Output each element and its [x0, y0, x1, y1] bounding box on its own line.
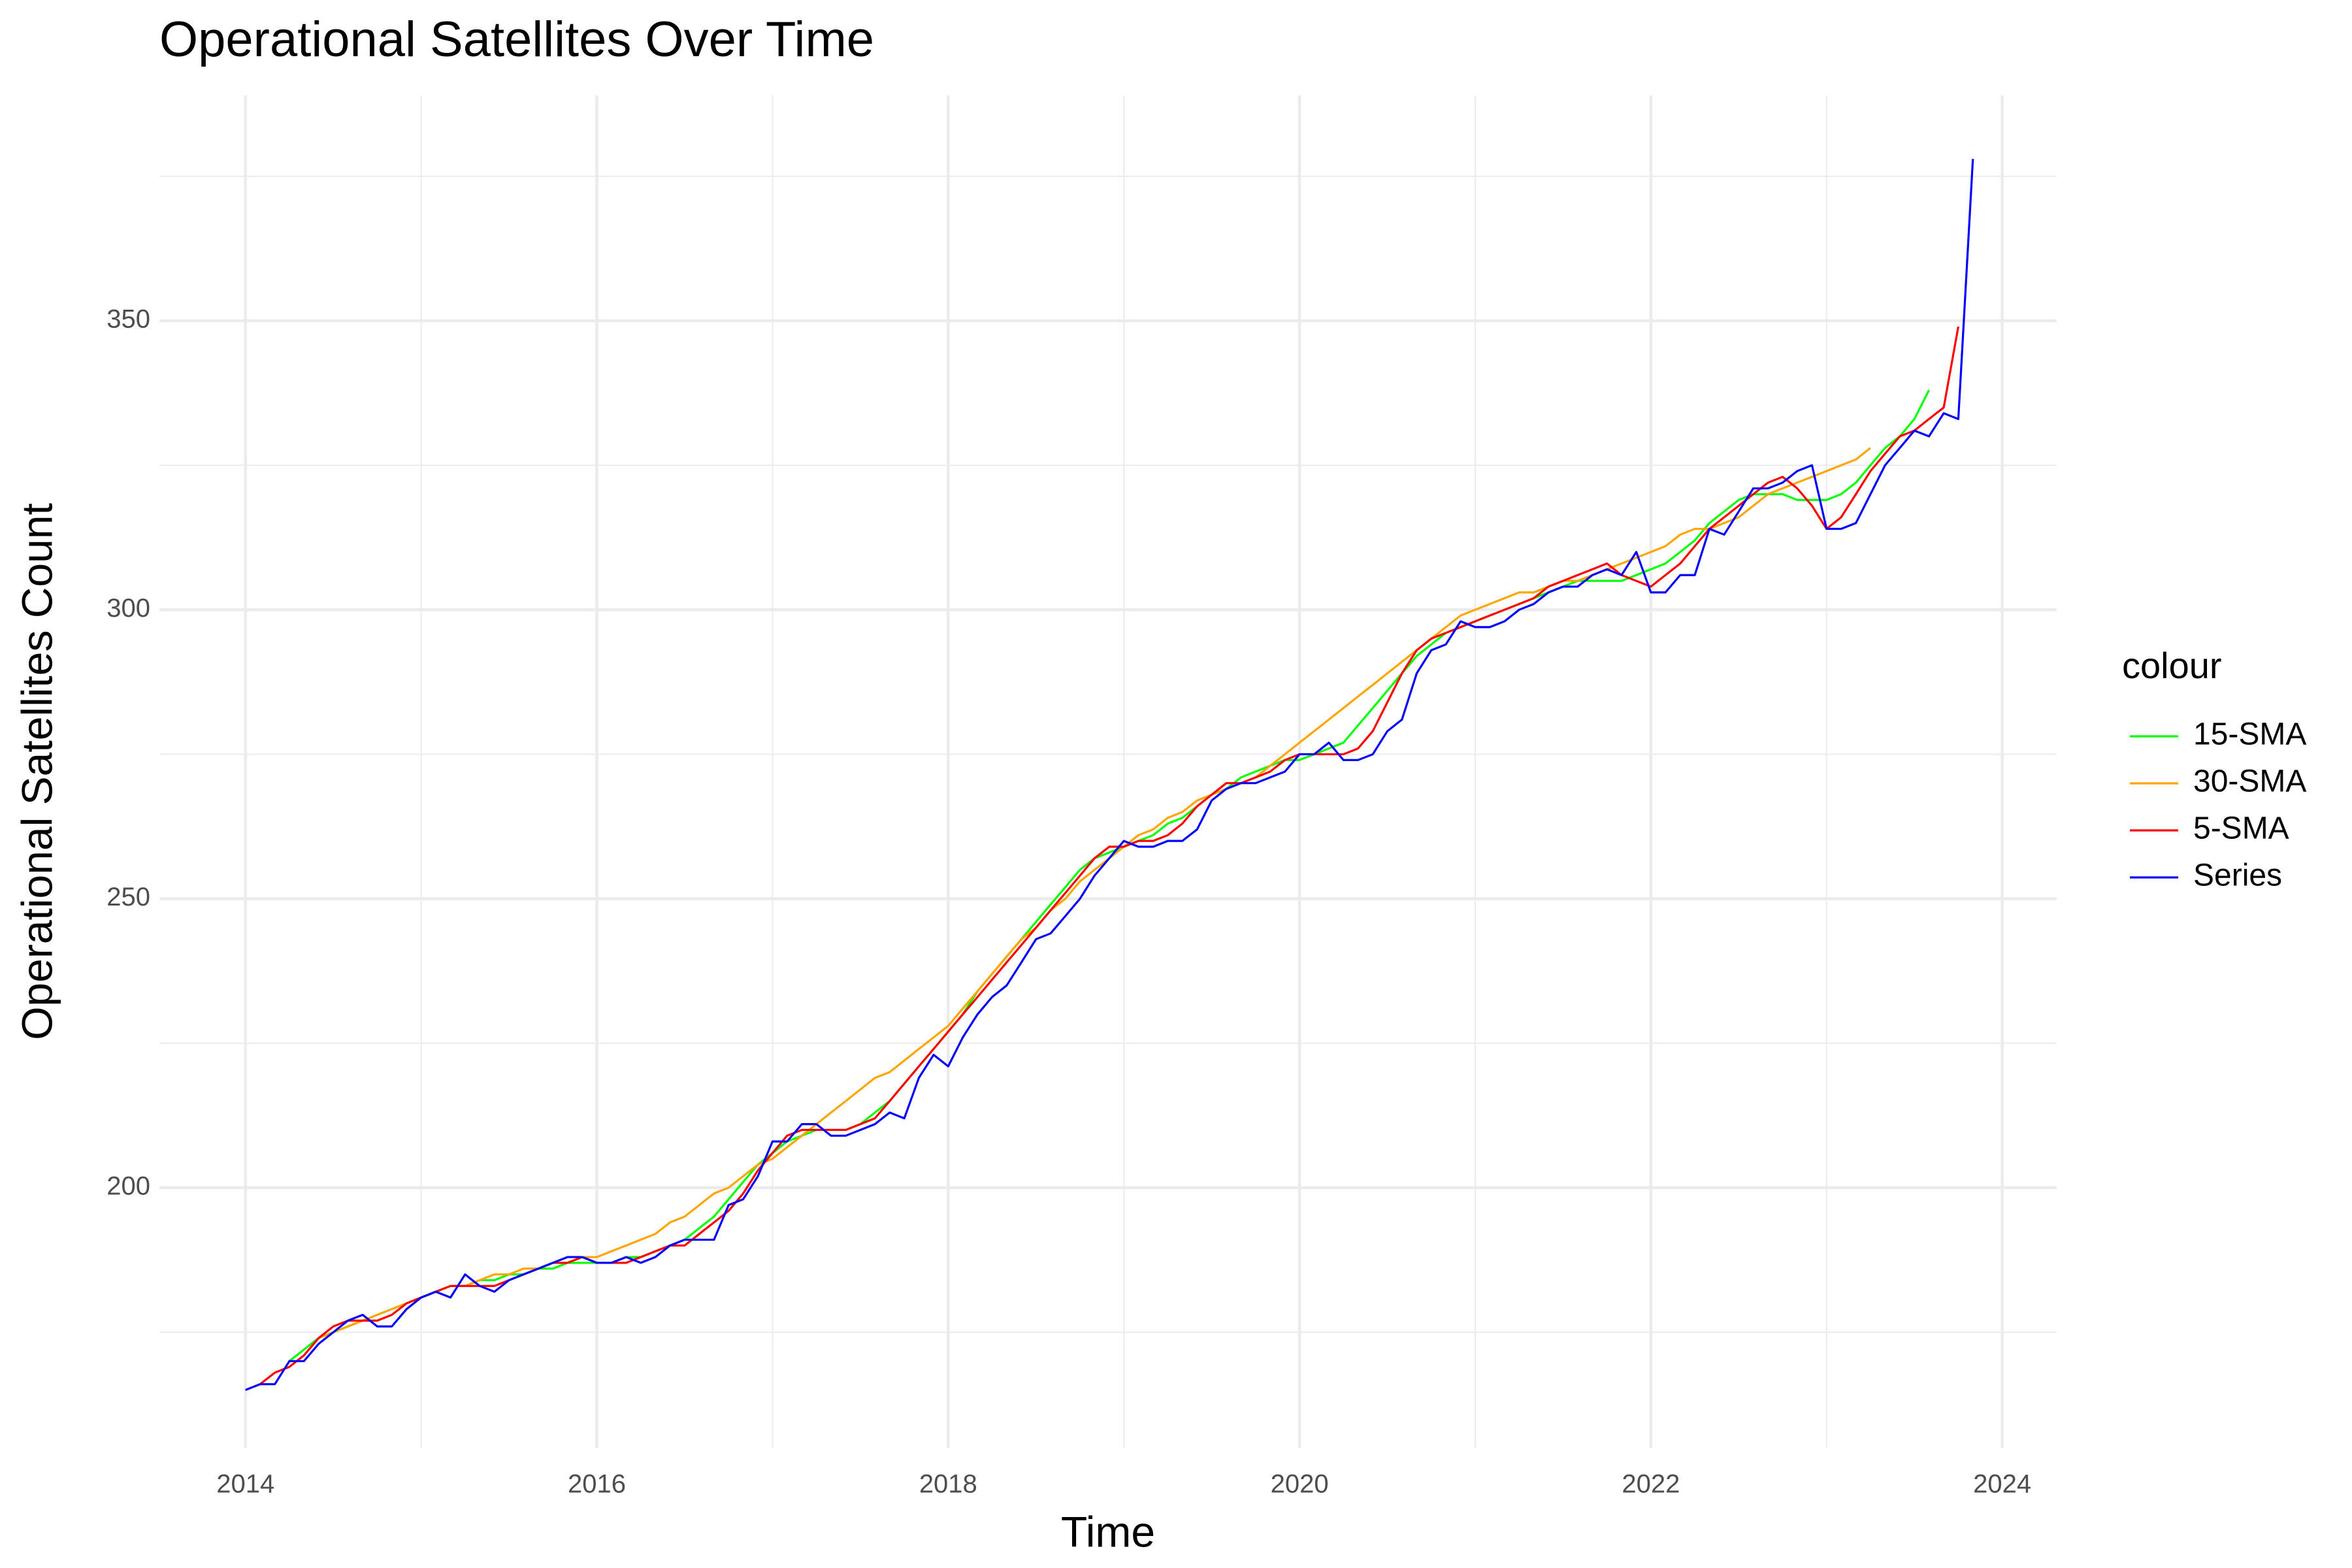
legend-label: 15-SMA [2193, 717, 2306, 752]
x-tick-label: 2022 [1622, 1470, 1680, 1499]
y-tick-label: 350 [106, 305, 150, 334]
legend-label: 30-SMA [2193, 764, 2306, 799]
series-line [288, 389, 1930, 1362]
x-tick-label: 2016 [568, 1470, 626, 1499]
legend-label: 5-SMA [2193, 811, 2289, 846]
x-tick-label: 2018 [919, 1470, 977, 1499]
chart-title: Operational Satellites Over Time [159, 12, 874, 67]
x-tick-label: 2024 [1973, 1470, 2031, 1499]
series-line [245, 159, 1974, 1392]
y-axis-title: Operational Satellites Count [12, 503, 61, 1040]
y-tick-label: 300 [106, 594, 150, 623]
legend-label: Series [2193, 858, 2282, 893]
x-tick-label: 2020 [1271, 1470, 1329, 1499]
x-tick-label: 2014 [216, 1470, 274, 1499]
legend-title: colour [2122, 645, 2222, 686]
x-axis-title: Time [1061, 1507, 1155, 1556]
y-tick-label: 250 [106, 883, 150, 911]
y-tick-label: 200 [106, 1171, 150, 1200]
